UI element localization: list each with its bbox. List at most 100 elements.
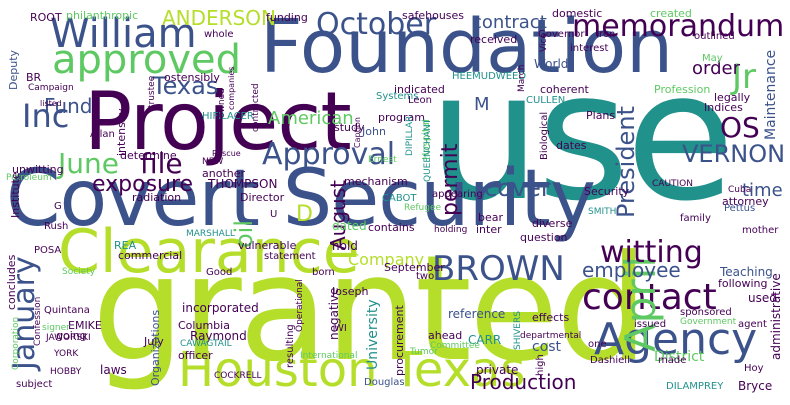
word-rescue: Rescue: [212, 149, 241, 158]
word-carr: CARR: [468, 333, 502, 347]
word-tumor: Tumor: [410, 347, 438, 357]
word-agency: Agency: [594, 314, 758, 365]
word-jaworski: JAWORSKI: [46, 333, 91, 343]
word-received: received: [470, 33, 518, 46]
word-legally: legally: [714, 91, 751, 104]
word-douglas: Douglas: [364, 377, 405, 388]
word-used: used: [748, 291, 777, 305]
word-subject: subject: [16, 379, 53, 390]
word-intensity: intensity: [115, 108, 128, 156]
word-inter: inter: [476, 223, 502, 236]
word-trustee: trustee: [147, 75, 157, 108]
word-company: Company: [348, 250, 425, 269]
word-owned: owned: [217, 88, 227, 118]
word-good: Good: [206, 267, 233, 278]
word-indices: Indices: [704, 101, 743, 114]
word-mother: mother: [742, 225, 779, 236]
word-leon: Leon: [408, 95, 433, 106]
word-william: William: [50, 11, 197, 57]
word-cuba: Cuba: [728, 185, 752, 195]
word-bear: bear: [478, 211, 504, 224]
word-profession: Profession: [654, 83, 711, 96]
word-witting: witting: [600, 235, 703, 270]
word-procurement: procurement: [393, 305, 406, 376]
word-signer: signer: [42, 323, 70, 333]
word-deputy: Deputy: [7, 49, 20, 90]
word-texas: Texas: [152, 72, 219, 100]
word-dates: dates: [556, 139, 587, 152]
word-made: made: [658, 355, 687, 366]
word-approval: Approval: [262, 137, 396, 172]
word-plans: Plans: [586, 109, 616, 122]
word-safehouses: safehouses: [402, 9, 465, 22]
word-clearance: Clearance: [58, 217, 360, 287]
word-allan: Allan: [90, 129, 115, 140]
word-companies: companies: [227, 66, 236, 110]
word-commercial: commercial: [118, 249, 183, 262]
word-world: World: [534, 57, 569, 71]
word-thompson: THOMPSON: [208, 177, 278, 191]
word-m: M: [474, 94, 490, 115]
word-family: family: [680, 213, 711, 224]
word-houston-texas: Houston Texas: [178, 342, 526, 398]
word-inc: Inc: [22, 97, 70, 135]
word-vulnerable: vulnerable: [238, 239, 297, 252]
word-smith: SMITH: [588, 207, 617, 217]
word-reference: reference: [448, 307, 506, 321]
word-dipillar: DIPILLAR: [405, 115, 415, 156]
word-ostensibly: ostensibly: [164, 71, 220, 84]
word-whole: whole: [204, 29, 234, 40]
word-statement: statement: [264, 251, 316, 262]
word-organizations: Organizations: [149, 309, 162, 386]
word-br: BR: [26, 71, 42, 84]
word-international: International: [300, 351, 358, 361]
word-outlined: outlined: [694, 31, 735, 42]
word-cawagtail: CAWAGTAIL: [180, 339, 232, 349]
word-heemudweed: HEEMUDWEED: [452, 71, 527, 82]
word-american: American: [268, 108, 354, 129]
word-anderson: ANDERSON: [162, 6, 276, 30]
word-memorandum: memorandum: [572, 9, 785, 44]
word-philanthropic: philanthropic: [66, 9, 139, 22]
word-contains: contains: [368, 221, 415, 234]
word-ahead: ahead: [428, 329, 463, 342]
word-campaign: Campaign: [28, 83, 74, 93]
word-approved: approved: [52, 37, 242, 83]
word-operational: Operational: [295, 279, 305, 332]
word-caution: CAUTION: [652, 179, 693, 189]
word-bryce: Bryce: [738, 379, 773, 393]
word-administrative: administrative: [769, 273, 783, 360]
word-government: Government: [680, 317, 737, 327]
word-committee: Committee: [430, 341, 480, 351]
word-sponsored: sponsored: [680, 307, 732, 318]
word-york: YORK: [54, 349, 79, 359]
word-mechanism: mechanism: [344, 175, 408, 188]
word-dilamprey: DILAMPREY: [666, 381, 724, 392]
word-systems: Systems: [376, 91, 419, 102]
word-file: file: [140, 147, 183, 180]
word-u: U: [270, 209, 278, 220]
word-wi: WI: [334, 323, 347, 334]
word-covert-security: Covert Security: [6, 154, 596, 244]
word-project: Project: [84, 75, 352, 168]
word-departmental: departmental: [520, 331, 582, 341]
word-columbia: Columbia: [178, 319, 230, 332]
word-d: D: [296, 202, 313, 227]
word-incorporated: incorporated: [182, 301, 259, 315]
word-radiation: radiation: [132, 191, 182, 204]
word-posa: POSA: [34, 245, 62, 256]
word-march: March: [517, 64, 527, 92]
word-teaching: Teaching: [720, 265, 773, 279]
word-director: Director: [240, 191, 285, 204]
word-following: following: [718, 277, 768, 290]
word-john: John: [362, 125, 386, 138]
word-brown: BROWN: [432, 249, 565, 289]
word-effects: effects: [532, 311, 570, 324]
word-coherent: coherent: [540, 83, 589, 96]
word-created: created: [650, 7, 692, 20]
word-study: study: [334, 121, 365, 134]
word-one: one: [588, 339, 607, 350]
word-appearing: appearing: [432, 189, 483, 200]
word-president: President: [612, 106, 640, 218]
word-holding: holding: [434, 225, 468, 235]
